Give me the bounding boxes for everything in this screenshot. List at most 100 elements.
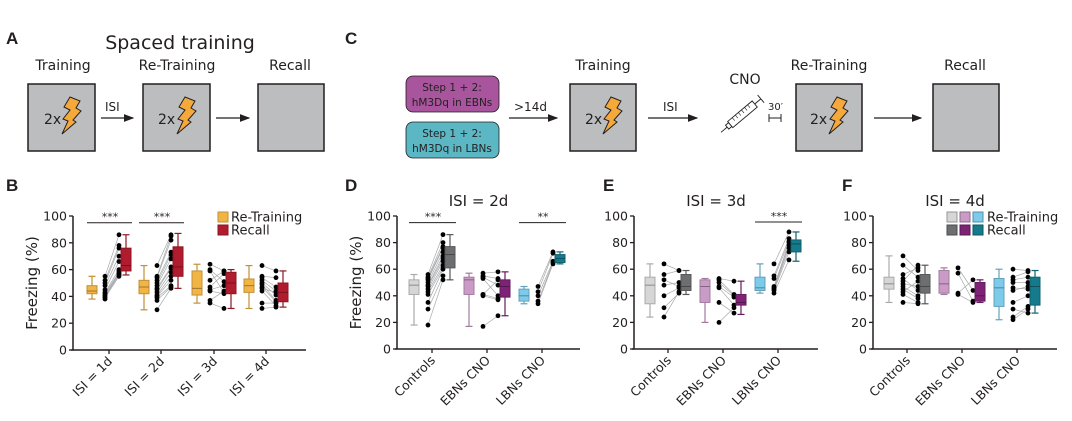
paired-line <box>482 294 499 299</box>
data-point-recall <box>731 305 737 311</box>
data-point-recall <box>116 259 122 264</box>
x-tick-label: EBNs CNO <box>437 352 493 408</box>
data-point-recall <box>676 289 682 295</box>
significance-label: *** <box>771 210 788 223</box>
step-box-lbns: Step 1 + 2: hM3Dq in LBNs <box>405 121 500 159</box>
box-recall <box>1029 269 1041 314</box>
x-tick-label: Controls <box>866 353 913 400</box>
paired-line <box>156 288 172 310</box>
stage-label-recall: Recall <box>269 58 311 74</box>
paired-line <box>209 270 225 281</box>
context-box-recall <box>257 83 325 152</box>
paired-line <box>773 238 790 276</box>
step-box-line2: hM3Dq in EBNs <box>412 97 493 109</box>
data-point-recall <box>1025 284 1031 289</box>
box-iqr <box>408 279 420 295</box>
box-retraining <box>754 263 766 294</box>
data-point-retraining <box>259 306 265 311</box>
paired-line <box>427 255 444 286</box>
paired-line <box>156 258 172 286</box>
data-point-recall <box>273 304 279 310</box>
box-iqr <box>883 276 895 290</box>
box-retraining <box>993 268 1005 321</box>
x-tick-label: EBNs CNO <box>912 352 968 408</box>
data-point-retraining <box>661 277 667 283</box>
lightning-bolt-icon <box>828 96 849 135</box>
panel-letter-f: F <box>842 176 852 195</box>
paired-line <box>718 279 735 295</box>
data-point-retraining <box>716 320 722 325</box>
data-point-recall <box>168 277 174 283</box>
panel-letter-d: D <box>345 176 357 195</box>
paired-line <box>482 279 499 295</box>
y-tick-label: 40 <box>51 289 67 304</box>
data-point-recall <box>915 262 921 268</box>
box-recall <box>444 234 456 281</box>
data-point-retraining <box>207 277 213 283</box>
data-point-recall <box>970 277 976 283</box>
paired-line <box>156 280 172 297</box>
paired-line <box>773 242 790 287</box>
y-tick-label: 60 <box>51 262 67 277</box>
data-point-recall <box>221 271 227 277</box>
paired-line <box>209 263 225 272</box>
step-box-line1: Step 1 + 2: <box>422 128 482 140</box>
data-point-retraining <box>716 285 722 291</box>
data-point-recall <box>168 252 174 258</box>
paired-line <box>482 275 499 279</box>
paired-line <box>427 275 444 310</box>
legend-swatch-retraining <box>217 211 229 223</box>
box-recall <box>277 270 289 308</box>
data-point-recall <box>915 296 921 301</box>
paired-line <box>773 231 790 265</box>
data-point-recall <box>168 256 174 262</box>
paired-line <box>427 258 444 287</box>
paired-line <box>427 234 444 275</box>
x-tick-label: LBNs CNO <box>493 352 548 407</box>
y-tick-label: 0 <box>383 342 391 357</box>
y-tick-label: 60 <box>375 262 391 277</box>
legend-swatch-recall <box>946 224 958 236</box>
data-point-recall <box>440 273 446 279</box>
paired-line <box>261 265 277 272</box>
paired-line <box>156 266 172 289</box>
delay-label: 30′ <box>768 102 784 113</box>
data-point-recall <box>786 229 792 235</box>
y-tick-label: 100 <box>367 209 391 224</box>
paired-line <box>104 245 120 281</box>
x-tick-label: ISI = 3d <box>174 354 220 400</box>
data-point-recall <box>116 268 122 274</box>
paired-line <box>718 287 735 306</box>
data-point-recall <box>786 249 792 255</box>
box-iqr <box>172 246 184 277</box>
data-point-recall <box>731 310 737 316</box>
paired-line <box>482 295 499 301</box>
paired-line <box>482 315 499 327</box>
data-point-recall <box>116 245 122 251</box>
legend-swatch-recall <box>972 224 984 236</box>
data-point-retraining <box>661 282 667 288</box>
data-point-recall <box>440 232 446 238</box>
lightning-bolt-icon <box>176 96 197 135</box>
paired-line <box>537 262 554 302</box>
panel-a: A Spaced training Training Re-Training R… <box>6 29 325 152</box>
data-point-retraining <box>900 272 906 277</box>
data-point-retraining <box>900 262 906 268</box>
paired-line <box>773 247 790 290</box>
data-point-recall <box>495 313 501 319</box>
data-point-retraining <box>1010 306 1016 312</box>
y-tick-label: 20 <box>612 315 628 330</box>
box-retraining <box>408 273 420 326</box>
panel-letter-c: C <box>345 29 357 48</box>
context-box-retraining: 2x <box>142 83 211 152</box>
panel-a-title: Spaced training <box>105 32 255 54</box>
data-point-recall <box>221 279 227 285</box>
paired-line <box>773 241 790 279</box>
data-point-retraining <box>661 314 667 320</box>
